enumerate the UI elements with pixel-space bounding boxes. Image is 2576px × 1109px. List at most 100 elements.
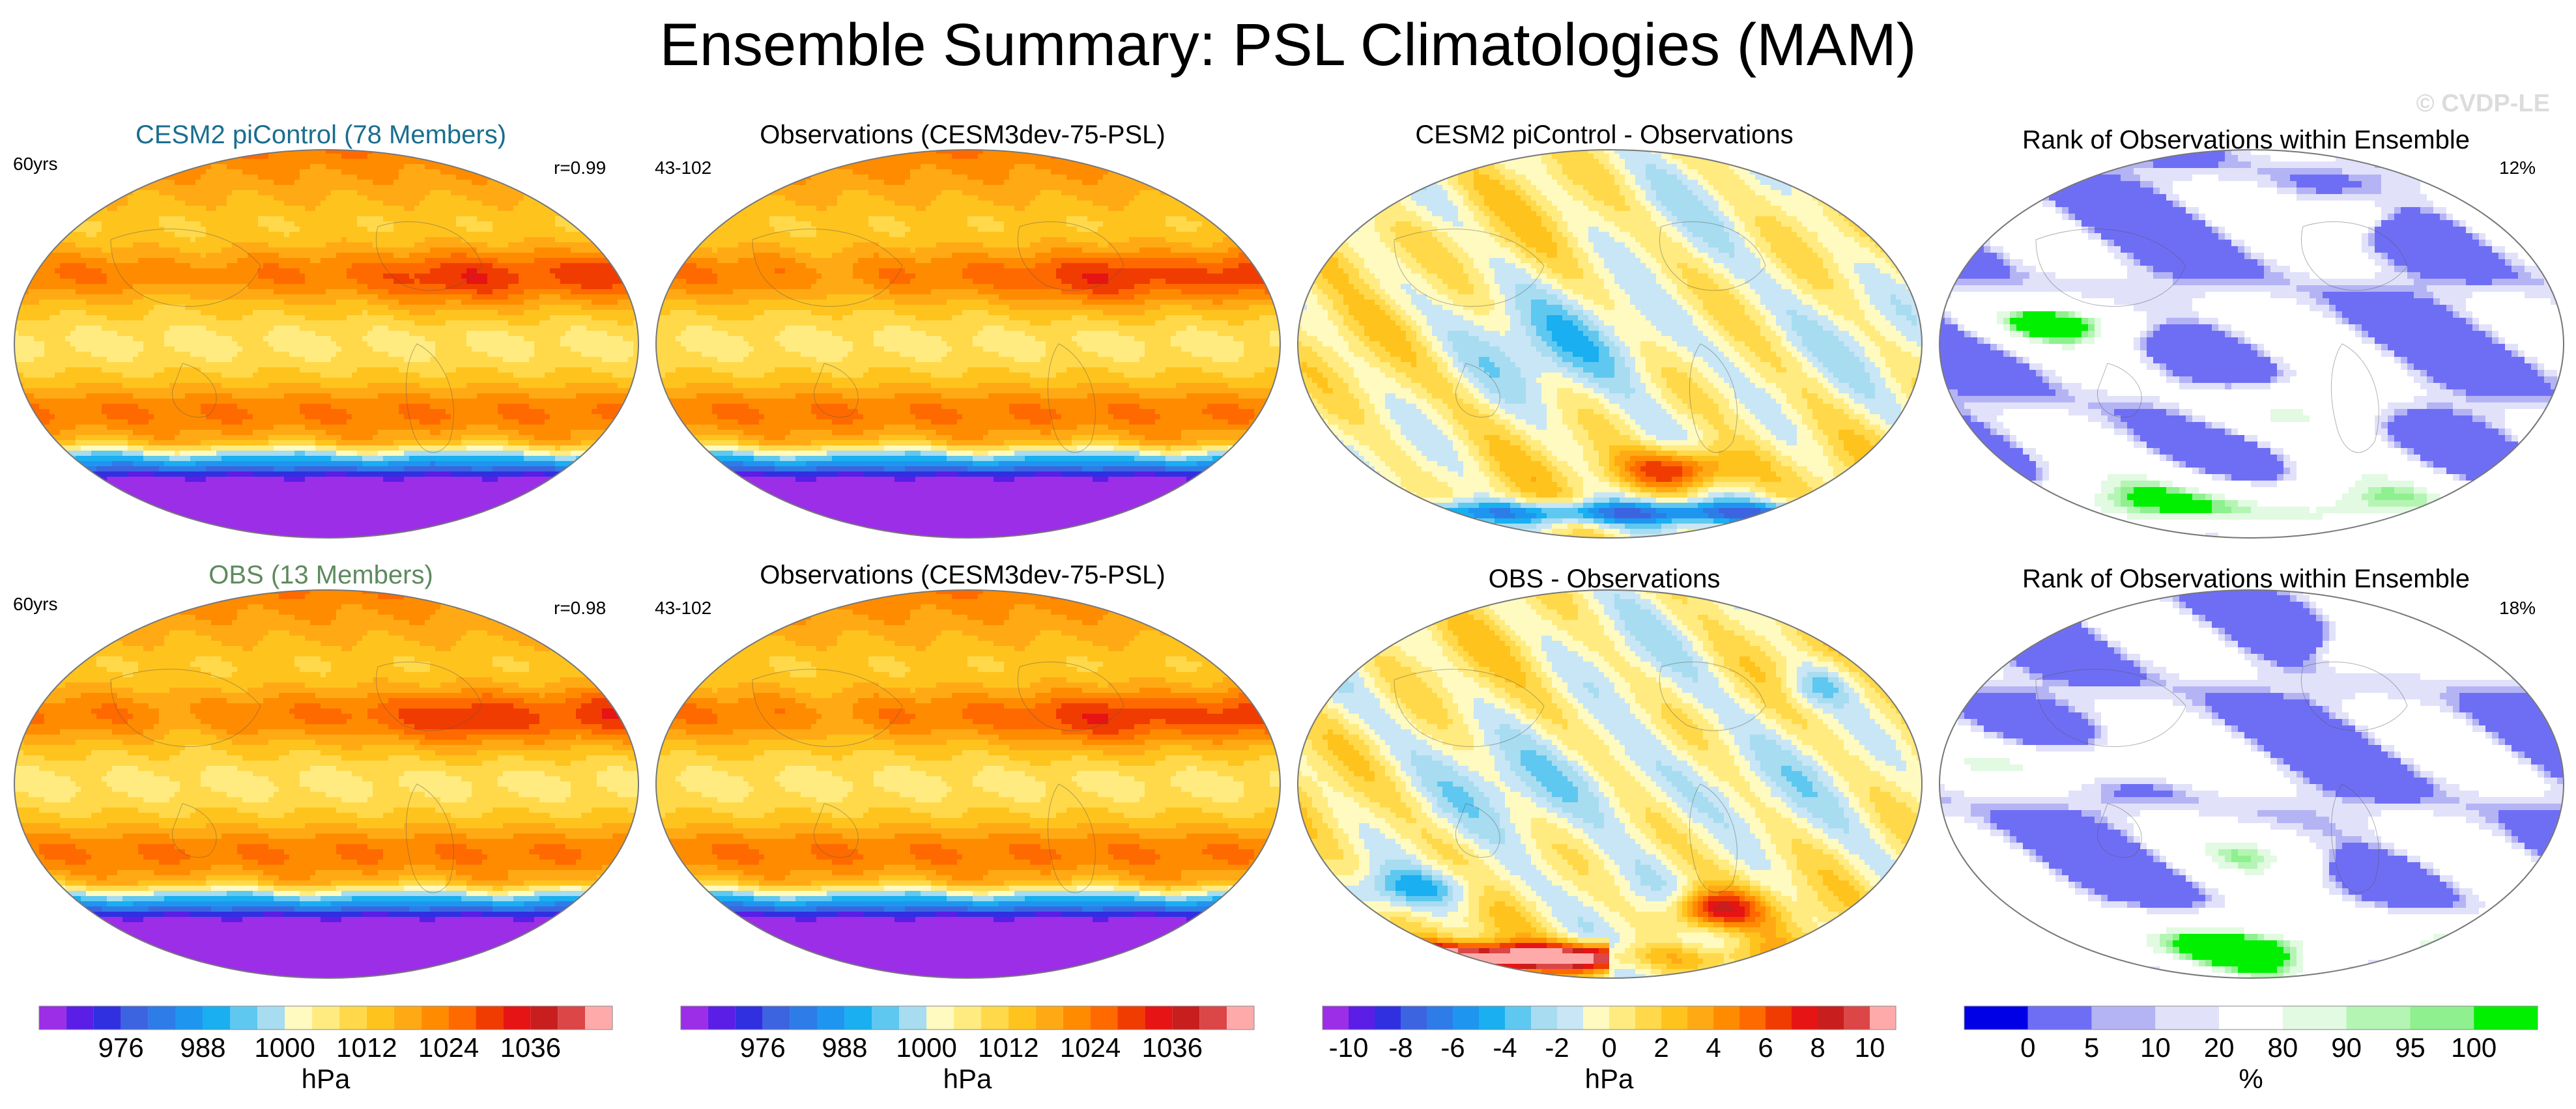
- colorbar-tick-label: 5: [2084, 1032, 2099, 1063]
- colorbar-swatch: [422, 1006, 449, 1030]
- colorbar-tick-label: -4: [1493, 1032, 1517, 1063]
- colorbar-swatch: [449, 1006, 476, 1030]
- colorbar-swatch: [339, 1006, 367, 1030]
- colorbar-swatch: [2410, 1006, 2474, 1030]
- colorbar-swatch: [367, 1006, 394, 1030]
- figure-title: Ensemble Summary: PSL Climatologies (MAM…: [0, 9, 2576, 81]
- colorbar-swatch: [257, 1006, 285, 1030]
- colorbar-tick-label: 100: [2451, 1032, 2497, 1063]
- colorbar-swatch: [1145, 1006, 1172, 1030]
- colorbar-swatch: [763, 1006, 790, 1030]
- colorbar-swatch: [844, 1006, 872, 1030]
- colorbar-swatch: [981, 1006, 1009, 1030]
- colorbar-unit-label: %: [2239, 1063, 2263, 1094]
- watermark: © CVDP-LE: [2416, 90, 2550, 118]
- colorbar-swatch: [1964, 1006, 2028, 1030]
- colorbar-swatch: [285, 1006, 312, 1030]
- colorbar-tick-label: 10: [2140, 1032, 2171, 1063]
- colorbar-tick-label: 988: [180, 1032, 225, 1063]
- colorbar-swatch: [2028, 1006, 2092, 1030]
- colorbar-swatch: [818, 1006, 845, 1030]
- colorbar-swatch: [121, 1006, 149, 1030]
- colorbar-swatch: [1036, 1006, 1063, 1030]
- colorbar-swatch: [585, 1006, 612, 1030]
- colorbar-unit-label: hPa: [302, 1063, 351, 1094]
- colorbar-swatch: [312, 1006, 339, 1030]
- map-obs-ensemble: [13, 589, 640, 979]
- colorbar-swatch: [39, 1006, 66, 1030]
- colorbar-swatch: [1557, 1006, 1583, 1030]
- colorbar-swatch: [1009, 1006, 1036, 1030]
- colorbar-swatch: [1609, 1006, 1635, 1030]
- colorbar-tick-label: 95: [2395, 1032, 2426, 1063]
- panel-title-5: OBS (13 Members): [0, 560, 642, 590]
- colorbar-swatch: [1766, 1006, 1792, 1030]
- colorbar-tick-label: 4: [1706, 1032, 1721, 1063]
- colorbar-swatch: [1505, 1006, 1531, 1030]
- colorbar-tick-label: 90: [2331, 1032, 2362, 1063]
- colorbar-rank: 0 5 10 20 80 90 95 100%: [1964, 1006, 2538, 1097]
- colorbar-tick-label: 0: [2020, 1032, 2035, 1063]
- map-cesm2-picontrol: [13, 148, 640, 539]
- colorbar-swatch: [1479, 1006, 1505, 1030]
- colorbar-tick-label: -2: [1545, 1032, 1569, 1063]
- colorbar-swatch: [1323, 1006, 1349, 1030]
- map-observations-row2: [655, 589, 1281, 979]
- colorbar-swatch: [203, 1006, 230, 1030]
- colorbar-tick-label: 0: [1601, 1032, 1616, 1063]
- colorbar-swatch: [899, 1006, 926, 1030]
- colorbar-swatch: [926, 1006, 954, 1030]
- colorbar-swatch: [1375, 1006, 1401, 1030]
- panel-title-6: Observations (CESM3dev-75-PSL): [642, 560, 1283, 590]
- panel-title-1: CESM2 piControl (78 Members): [0, 120, 642, 150]
- colorbar-swatch: [1661, 1006, 1687, 1030]
- colorbar-tick-label: 1000: [254, 1032, 315, 1063]
- colorbar-swatch: [1063, 1006, 1091, 1030]
- map-cesm2-minus-observations: [1296, 148, 1923, 539]
- colorbar-tick-label: 976: [98, 1032, 144, 1063]
- colorbar-tick-label: 1024: [1060, 1032, 1121, 1063]
- map-rank-row1: [1938, 148, 2565, 539]
- colorbar-swatch: [1427, 1006, 1453, 1030]
- colorbar-swatch: [1117, 1006, 1145, 1030]
- map-rank-row2: [1938, 589, 2565, 979]
- colorbar-swatch: [954, 1006, 981, 1030]
- colorbar-tick-label: 20: [2204, 1032, 2235, 1063]
- colorbar-swatch: [1172, 1006, 1199, 1030]
- colorbar-swatch: [1401, 1006, 1427, 1030]
- colorbar-swatch: [394, 1006, 422, 1030]
- colorbar-tick-label: 988: [822, 1032, 867, 1063]
- colorbar-swatch: [1844, 1006, 1870, 1030]
- colorbar-swatch: [1349, 1006, 1375, 1030]
- colorbar-psl-1: 976 988 1000 1012 1024 1036 hPa: [39, 1006, 612, 1097]
- panel-title-3: CESM2 piControl - Observations: [1283, 120, 1925, 150]
- colorbar-swatch: [2474, 1006, 2538, 1030]
- colorbar-tick-label: 1024: [418, 1032, 479, 1063]
- colorbar-swatch: [1091, 1006, 1118, 1030]
- colorbar-swatch: [503, 1006, 530, 1030]
- colorbar-swatch: [1531, 1006, 1557, 1030]
- colorbar-swatch: [1227, 1006, 1254, 1030]
- colorbar-tick-label: 1012: [978, 1032, 1038, 1063]
- colorbar-swatch: [1818, 1006, 1844, 1030]
- colorbar-swatch: [1199, 1006, 1227, 1030]
- colorbar-swatch: [872, 1006, 899, 1030]
- colorbar-tick-label: 976: [740, 1032, 786, 1063]
- colorbar-swatch: [681, 1006, 708, 1030]
- colorbar-tick-label: 1012: [336, 1032, 397, 1063]
- colorbar-swatch: [476, 1006, 503, 1030]
- colorbar-tick-label: 8: [1810, 1032, 1825, 1063]
- colorbar-tick-label: 80: [2268, 1032, 2298, 1063]
- map-obs-minus-observations: [1296, 589, 1923, 979]
- colorbar-swatch: [708, 1006, 736, 1030]
- colorbar-swatch: [2347, 1006, 2411, 1030]
- colorbar-swatch: [1635, 1006, 1661, 1030]
- colorbar-swatch: [530, 1006, 558, 1030]
- colorbar-tick-label: 1036: [500, 1032, 561, 1063]
- colorbar-unit-label: hPa: [1585, 1063, 1634, 1094]
- colorbar-tick-label: 6: [1758, 1032, 1773, 1063]
- colorbar-swatch: [1583, 1006, 1609, 1030]
- colorbar-swatch: [2092, 1006, 2156, 1030]
